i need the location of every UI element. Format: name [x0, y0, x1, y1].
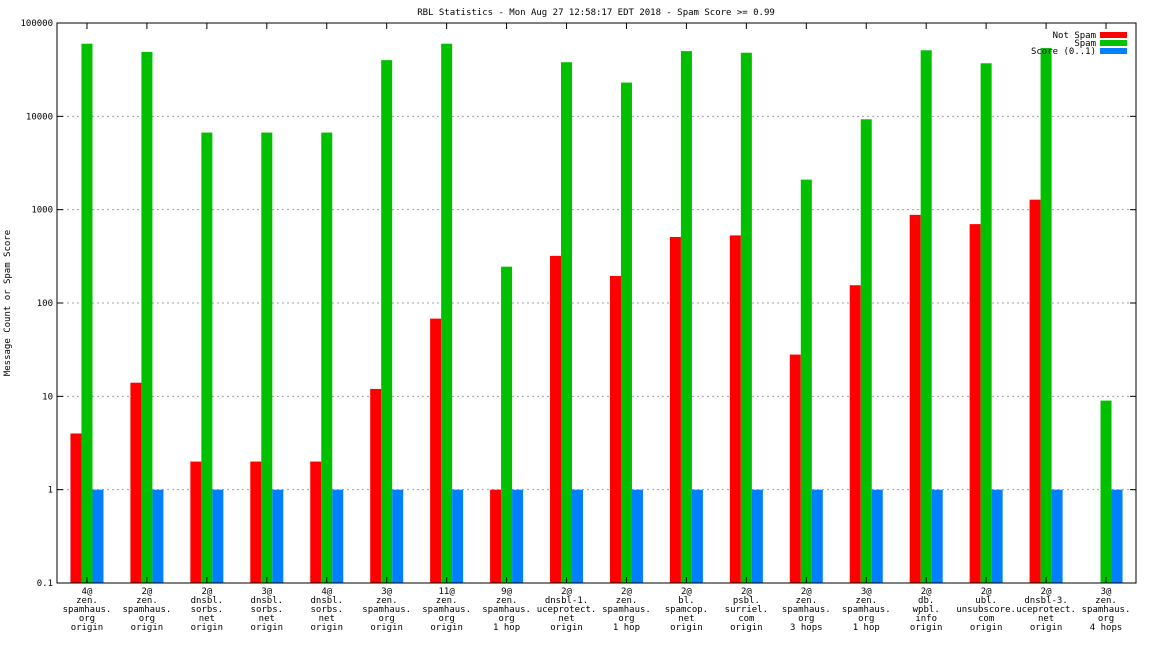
x-tick-label: 2@ zen. spamhaus. org origin: [123, 587, 172, 633]
x-tick-label: 3@ zen. spamhaus. org 4 hops: [1082, 587, 1131, 633]
bar-score-0-1: [332, 489, 344, 583]
bar-not-spam: [130, 382, 142, 583]
bar-score-0-1: [631, 489, 643, 583]
x-tick-label: 4@ dnsbl. sorbs. net origin: [310, 587, 343, 633]
y-tick-label: 100: [37, 299, 53, 309]
bar-spam: [740, 52, 752, 584]
x-tick-label: 2@ ubl. unsubscore. com origin: [956, 587, 1016, 633]
x-tick-label: 4@ zen. spamhaus. org origin: [63, 587, 112, 633]
bar-spam: [141, 51, 153, 583]
bar-spam: [501, 266, 513, 583]
bar-score-0-1: [931, 489, 943, 583]
bar-score-0-1: [92, 489, 104, 583]
x-tick-label: 3@ dnsbl. sorbs. net origin: [251, 587, 284, 633]
bar-not-spam: [550, 255, 562, 583]
bar-score-0-1: [871, 489, 883, 583]
y-tick-label: 1000: [31, 206, 53, 216]
x-tick-label: 2@ dnsbl-1. uceprotect. net origin: [537, 587, 597, 633]
x-tick-label: 3@ zen. spamhaus. org origin: [362, 587, 411, 633]
bar-score-0-1: [811, 489, 823, 583]
bar-not-spam: [789, 354, 801, 583]
bar-spam: [261, 132, 273, 583]
legend-label: Score (0..1): [1031, 47, 1096, 57]
x-tick-label: 2@ psbl. surriel. com origin: [725, 587, 768, 633]
x-tick-label: 11@ zen. spamhaus. org origin: [422, 587, 471, 633]
bar-not-spam: [669, 236, 681, 583]
bar-spam: [81, 43, 93, 584]
bar-score-0-1: [1051, 489, 1063, 583]
bar-score-0-1: [152, 489, 164, 583]
bar-spam: [321, 132, 333, 583]
bar-spam: [381, 60, 393, 584]
x-tick-label: 2@ dnsbl-3. uceprotect. net origin: [1016, 587, 1076, 633]
legend-swatch: [1100, 48, 1127, 54]
bar-spam: [800, 179, 812, 583]
bar-not-spam: [609, 275, 621, 583]
bar-score-0-1: [272, 489, 284, 583]
bar-not-spam: [370, 388, 382, 583]
y-tick-label: 10: [42, 392, 53, 402]
bar-spam: [441, 43, 453, 584]
bar-not-spam: [430, 318, 442, 583]
bar-not-spam: [849, 285, 861, 583]
y-tick-label: 10000: [26, 112, 53, 122]
y-tick-label: 100000: [20, 19, 53, 29]
bar-not-spam: [250, 461, 262, 583]
bar-score-0-1: [452, 489, 464, 583]
bar-score-0-1: [751, 489, 763, 583]
y-axis: 0.1 1 10 100 1000 10000 100000: [20, 19, 1136, 589]
bar-not-spam: [1029, 199, 1041, 583]
bar-spam: [561, 62, 573, 583]
x-tick-label: 2@ db. wpbl. info origin: [910, 587, 943, 633]
bar-not-spam: [190, 461, 202, 583]
bar-spam: [620, 82, 632, 583]
bar-spam: [1040, 47, 1052, 584]
bar-spam: [680, 51, 692, 584]
bar-spam: [1100, 400, 1112, 583]
bar-spam: [201, 132, 213, 583]
x-tick-label: 3@ zen. spamhaus. org 1 hop: [842, 587, 891, 633]
bar-score-0-1: [691, 489, 703, 583]
bar-score-0-1: [1111, 489, 1123, 583]
y-tick-label: 0.1: [37, 579, 53, 589]
bar-score-0-1: [212, 489, 224, 583]
bar-not-spam: [70, 433, 82, 583]
legend-swatch: [1100, 40, 1127, 46]
x-tick-label: 9@ zen. spamhaus. org 1 hop: [482, 587, 531, 633]
bar-score-0-1: [991, 489, 1003, 583]
x-tick-label: 2@ dnsbl. sorbs. net origin: [191, 587, 224, 633]
bar-not-spam: [490, 489, 502, 583]
bar-spam: [980, 63, 992, 584]
bar-not-spam: [969, 224, 981, 583]
bar-score-0-1: [392, 489, 404, 583]
chart-title: RBL Statistics - Mon Aug 27 12:58:17 EDT…: [417, 8, 775, 18]
bar-not-spam: [909, 214, 921, 584]
legend-label: Not Spam: [1053, 31, 1096, 41]
bar-spam: [860, 119, 872, 583]
legend-label: Spam: [1074, 39, 1096, 49]
y-tick-label: 1: [48, 486, 53, 496]
bars-layer: [70, 43, 1123, 584]
bar-score-0-1: [512, 489, 524, 583]
bar-not-spam: [729, 235, 741, 583]
y-axis-label: Message Count or Spam Score: [3, 230, 13, 376]
x-tick-label: 2@ zen. spamhaus. org 1 hop: [602, 587, 651, 633]
x-tick-label: 2@ zen. spamhaus. org 3 hops: [782, 587, 831, 633]
legend-swatch: [1100, 32, 1127, 38]
bar-score-0-1: [572, 489, 584, 583]
bar-not-spam: [310, 461, 322, 583]
x-tick-label: 2@ bl. spamcop. net origin: [665, 587, 708, 633]
bar-spam: [920, 50, 932, 583]
